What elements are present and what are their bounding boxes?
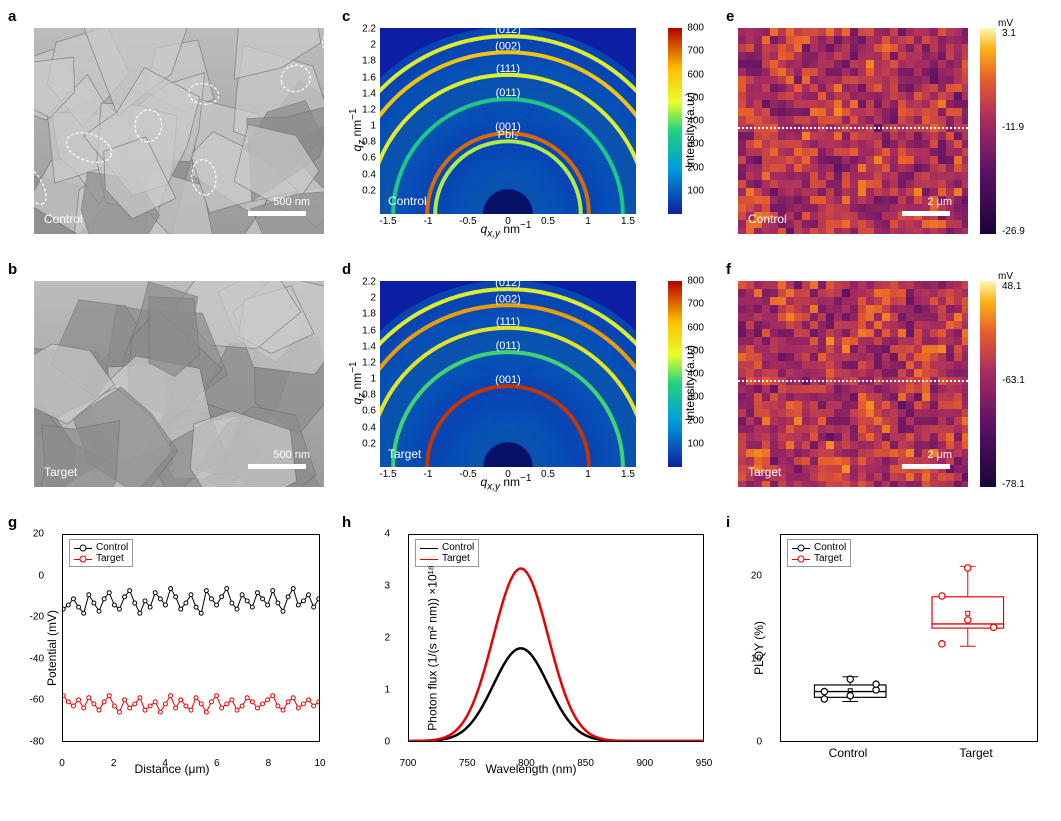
cb-top-f: 48.1: [1002, 281, 1021, 292]
cb-bot-f: -78.1: [1002, 479, 1025, 490]
scalebar-text-e: 2 μm: [927, 196, 952, 208]
svg-text:(012): (012): [495, 28, 521, 36]
cb-mid-f: -63.1: [1002, 375, 1025, 386]
panel-d: d (012)(002)(111)(011)(001) Target qz nm…: [346, 265, 716, 500]
panel-e: e Control 2 μm mV 3.1 -11.9 -26.9: [730, 12, 1050, 247]
scalebar-text-b: 500 nm: [273, 449, 310, 461]
kpfm-scanline-e: [738, 127, 968, 129]
ylabel-i: PLQY (%): [752, 621, 766, 675]
svg-text:(011): (011): [496, 87, 521, 99]
panel-label-e: e: [726, 8, 734, 25]
scalebar-a: [248, 211, 306, 216]
kpfm-caption-e: Control: [748, 212, 787, 226]
giwaxs-svg-c: (012)(002)(111)(011)(001)PbI₂: [380, 28, 636, 214]
scalebar-b: [248, 464, 306, 469]
scalebar-f: [902, 464, 950, 469]
cat-target: Target: [959, 746, 992, 760]
colorbar-f: [980, 281, 996, 487]
chart-g: Control Target: [62, 534, 320, 742]
svg-text:(011): (011): [496, 340, 521, 352]
legend-i: Control Target: [787, 539, 851, 567]
colorbar-c: [668, 28, 682, 214]
yticks-c: 0.20.40.60.811.21.41.61.822.2: [368, 28, 378, 214]
svg-text:(002): (002): [495, 293, 521, 305]
scalebar-text-f: 2 μm: [927, 449, 952, 461]
giwaxs-caption-c: Control: [388, 194, 427, 208]
ylabel-g: Potential (mV): [45, 610, 59, 686]
svg-text:(012): (012): [495, 281, 521, 289]
sem-caption-a: Control: [44, 212, 83, 226]
svg-text:PbI₂: PbI₂: [498, 129, 519, 141]
giwaxs-svg-d: (012) (002) (111) (011) (001): [380, 281, 636, 467]
cb-top-e: 3.1: [1002, 28, 1016, 39]
legend-i-target: Target: [814, 553, 842, 564]
colorbar-d: [668, 281, 682, 467]
kpfm-scanline-f: [738, 380, 968, 382]
yticks-d: 0.20.40.60.811.21.41.61.822.2: [368, 281, 378, 467]
panel-label-g: g: [8, 514, 17, 531]
panel-a: a Control 500 nm: [12, 12, 332, 247]
panel-c: c (012)(002)(111)(011)(001)PbI₂ Control …: [346, 12, 716, 247]
legend-g-control: Control: [96, 542, 128, 553]
giwaxs-image-c: (012)(002)(111)(011)(001)PbI₂ Control: [380, 28, 636, 214]
panel-i: i Control Target PLQY (%) 01020 Control …: [730, 518, 1050, 778]
legend-g: Control Target: [69, 539, 133, 567]
legend-g-target: Target: [96, 553, 124, 564]
ylabel-h: Photon flux (1/(s m² nm)) ×10¹⁸: [426, 565, 440, 730]
panel-label-d: d: [342, 261, 351, 278]
panel-label-a: a: [8, 8, 16, 25]
legend-h: Control Target: [415, 539, 479, 567]
svg-text:(001): (001): [495, 374, 521, 386]
panel-f: f Target 2 μm mV 48.1 -63.1 -78.1: [730, 265, 1050, 500]
colorbar-label-c: Intensity (a.u.): [683, 91, 697, 167]
sem-image-b: Target 500 nm: [34, 281, 324, 487]
kpfm-image-f: Target 2 μm: [738, 281, 968, 487]
panel-label-b: b: [8, 261, 17, 278]
cat-control: Control: [829, 746, 868, 760]
legend-h-target: Target: [442, 553, 470, 564]
xlabel-g: Distance (μm): [135, 762, 210, 776]
panel-label-f: f: [726, 261, 731, 278]
legend-i-control: Control: [814, 542, 846, 553]
panel-label-c: c: [342, 8, 350, 25]
legend-h-control: Control: [442, 542, 474, 553]
colorbar-e: [980, 28, 996, 234]
cb-mid-e: -11.9: [1002, 122, 1024, 133]
panel-label-h: h: [342, 514, 351, 531]
giwaxs-image-d: (012) (002) (111) (011) (001) Target: [380, 281, 636, 467]
panel-h: h Control Target Photon flux (1/(s m² nm…: [346, 518, 716, 778]
svg-text:(002): (002): [495, 40, 521, 52]
scalebar-e: [902, 211, 950, 216]
panel-label-i: i: [726, 514, 730, 531]
giwaxs-caption-d: Target: [388, 447, 421, 461]
colorbar-label-d: Intensity (a.u.): [683, 344, 697, 420]
panel-b: b Target 500 nm: [12, 265, 332, 500]
chart-i: Control Target: [780, 534, 1038, 742]
cb-bot-e: -26.9: [1002, 226, 1025, 237]
chart-h: Control Target: [408, 534, 704, 742]
svg-text:(111): (111): [496, 316, 520, 328]
sem-caption-b: Target: [44, 465, 77, 479]
scalebar-text-a: 500 nm: [273, 196, 310, 208]
figure-grid: a Control 500 nm c (012)(002)(111)(011)(…: [12, 12, 1049, 778]
svg-text:(111): (111): [496, 63, 520, 75]
kpfm-caption-f: Target: [748, 465, 781, 479]
sem-image-a: Control 500 nm: [34, 28, 324, 234]
panel-g: g Control Target Potential (mV) Distance…: [12, 518, 332, 778]
kpfm-image-e: Control 2 μm: [738, 28, 968, 234]
